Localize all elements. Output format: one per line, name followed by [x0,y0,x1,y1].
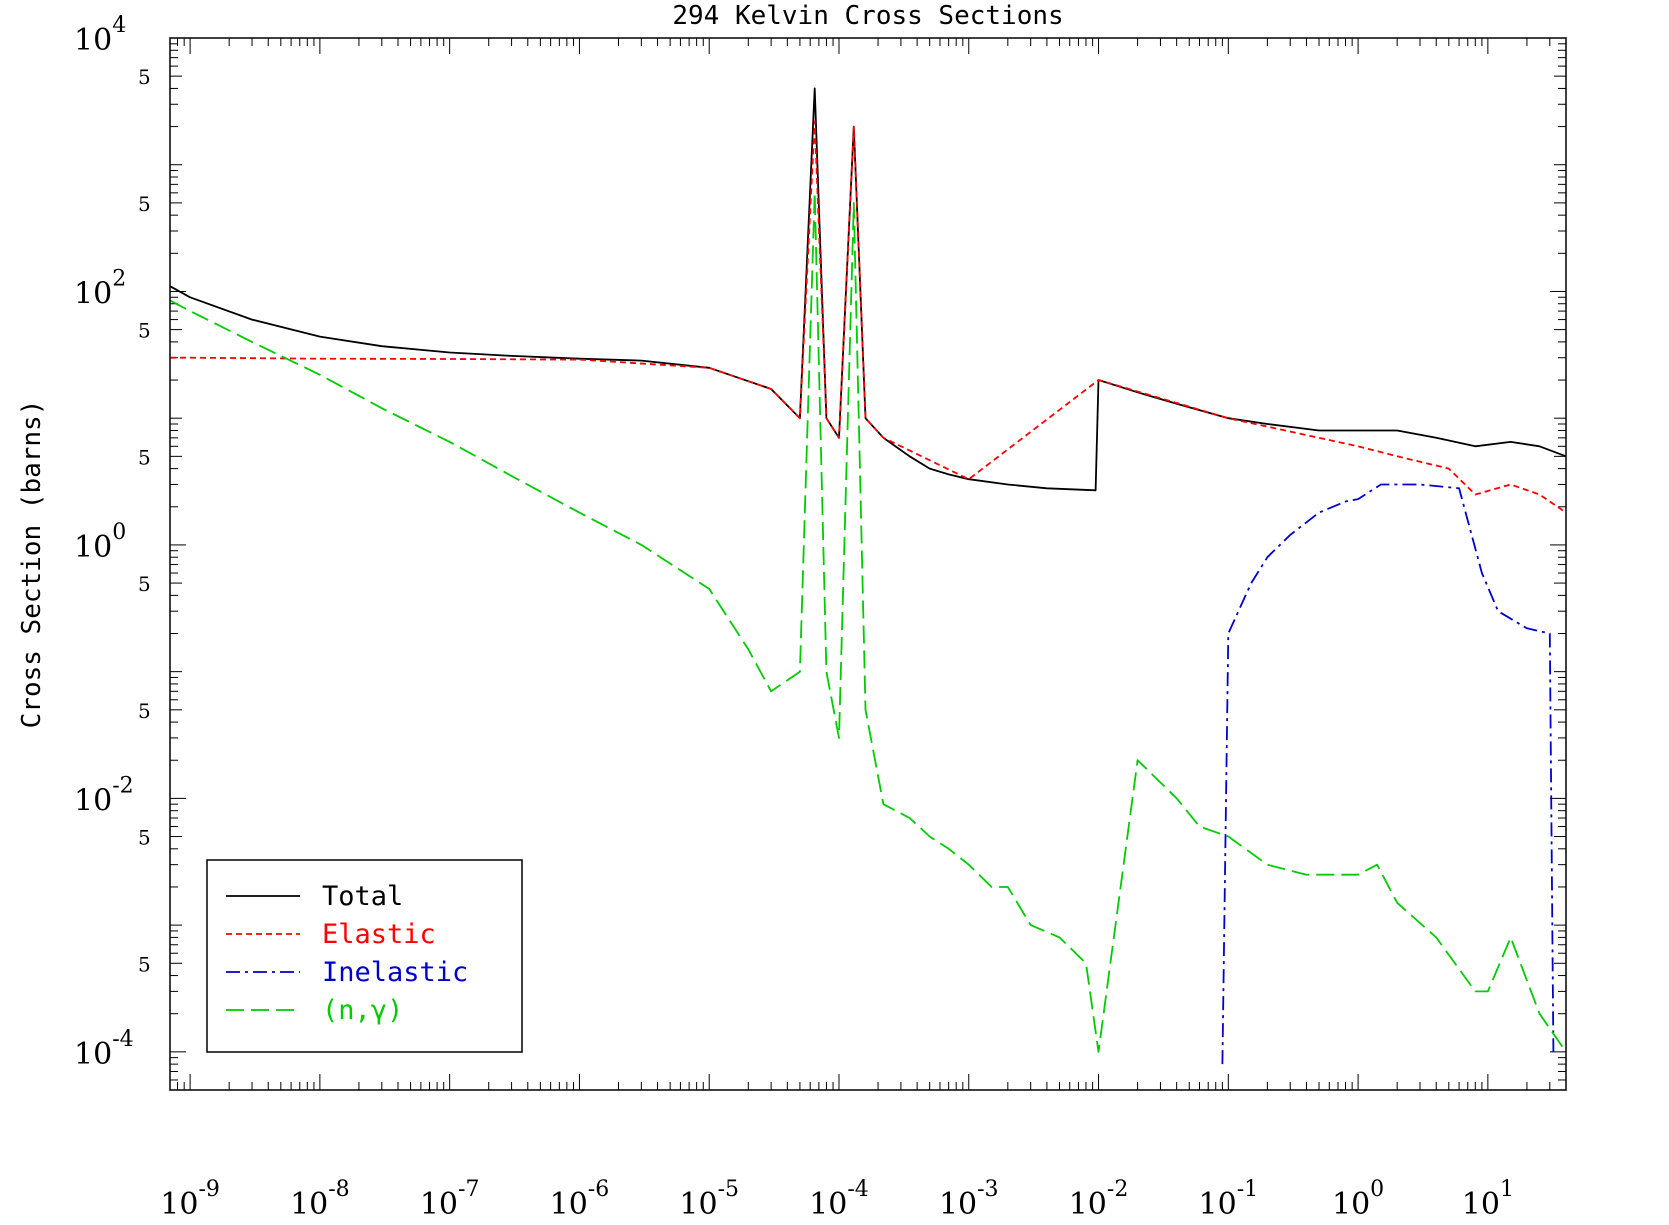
y-minor-tick-label: 5 [138,192,151,216]
legend: Total Elastic Inelastic (n,γ) [206,859,523,1053]
y-tick-label: 10-2 [74,773,134,818]
x-tick-label: 10-5 [679,1177,739,1222]
y-minor-tick-label: 5 [138,319,151,343]
legend-label: Inelastic [322,957,468,988]
legend-box [206,859,523,1053]
y-minor-tick-label: 5 [138,445,151,469]
y-tick-label: 10-4 [74,1027,134,1072]
x-tick-label: 10-3 [939,1177,999,1222]
y-tick-label: 102 [74,266,126,311]
x-tick-label: 101 [1462,1177,1514,1222]
chart-title: 294 Kelvin Cross Sections [672,1,1063,31]
y-minor-tick-label: 5 [138,65,151,89]
x-tick-label: 100 [1332,1177,1384,1222]
y-tick-label: 104 [74,13,126,58]
x-tick-label: 10-1 [1199,1177,1259,1222]
x-tick-label: 10-8 [290,1177,350,1222]
series-line-2 [1221,483,1555,1065]
y-minor-tick-label: 5 [138,572,151,596]
series-line-3 [170,191,1566,1053]
y-axis-title: Cross Section (barns) [17,400,47,729]
series-group [170,87,1566,1065]
x-tick-label: 10-6 [550,1177,610,1222]
series-line-0 [170,87,1566,492]
legend-label: (n,γ) [322,995,403,1026]
plot-frame [169,37,1567,1091]
y-tick-label: 100 [74,520,126,565]
axis-tick-labels: 10-9 10-8 10-7 10-6 10-5 10-4 10-3 10-2 10-1 100 1… [74,13,1514,1222]
y-minor-tick-label: 5 [138,699,151,723]
x-tick-label: 10-9 [160,1177,220,1222]
y-minor-tick-label: 5 [138,952,151,976]
x-tick-label: 10-4 [809,1177,869,1222]
axis-ticks [169,37,1567,1091]
x-tick-label: 10-7 [420,1177,480,1222]
legend-label: Total [322,881,403,912]
x-tick-label: 10-2 [1069,1177,1129,1222]
legend-label: Elastic [322,919,436,950]
y-minor-tick-label: 5 [138,826,151,850]
series-line-1 [170,120,1566,514]
